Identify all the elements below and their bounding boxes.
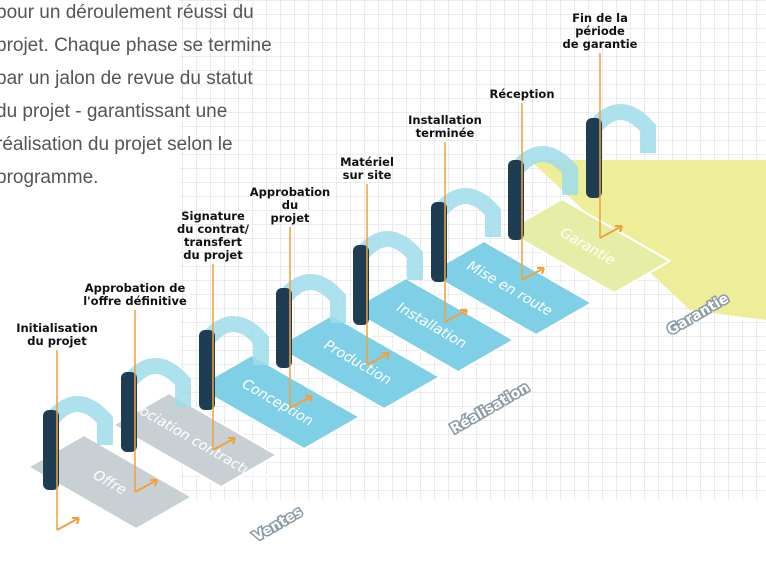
milestone-label: du contrat/ bbox=[177, 222, 250, 236]
intro-line: programme. bbox=[0, 167, 98, 188]
milestone-label: période bbox=[575, 24, 625, 38]
group-label: Ventes bbox=[251, 504, 306, 545]
milestone-label: Initialisation bbox=[16, 321, 98, 335]
milestone-label: Installation bbox=[408, 113, 482, 127]
intro-line: réalisation du projet selon le bbox=[0, 134, 233, 155]
milestone-arrow bbox=[57, 518, 79, 530]
milestone-label: de garantie bbox=[563, 37, 638, 51]
intro-line: par un jalon de revue du statut bbox=[0, 68, 253, 89]
milestone-label: du projet bbox=[27, 334, 87, 348]
milestone-label: Matériel bbox=[340, 155, 394, 169]
milestone-label: Approbation de bbox=[85, 281, 186, 295]
milestone-label: terminée bbox=[416, 126, 475, 140]
milestone-label: sur site bbox=[343, 168, 392, 182]
milestone-label: l'offre définitive bbox=[83, 294, 187, 308]
milestone-label: Approbation bbox=[250, 185, 330, 199]
intro-line: projet. Chaque phase se termine bbox=[0, 35, 272, 56]
milestone-label: transfert bbox=[184, 235, 242, 249]
milestone-label: Fin de la bbox=[572, 11, 628, 25]
diagram: OffreNégociation contractuelleConception… bbox=[0, 0, 766, 562]
intro-line: du projet - garantissant une bbox=[0, 101, 227, 122]
page: OffreNégociation contractuelleConception… bbox=[0, 0, 766, 562]
milestone-label: projet bbox=[270, 211, 310, 225]
milestone-label: Réception bbox=[489, 87, 554, 101]
milestone-label: Signature bbox=[181, 209, 245, 223]
intro-line: pour un déroulement réussi du bbox=[0, 2, 254, 23]
milestone-label: du bbox=[282, 198, 298, 212]
milestone-label: du projet bbox=[183, 248, 243, 262]
